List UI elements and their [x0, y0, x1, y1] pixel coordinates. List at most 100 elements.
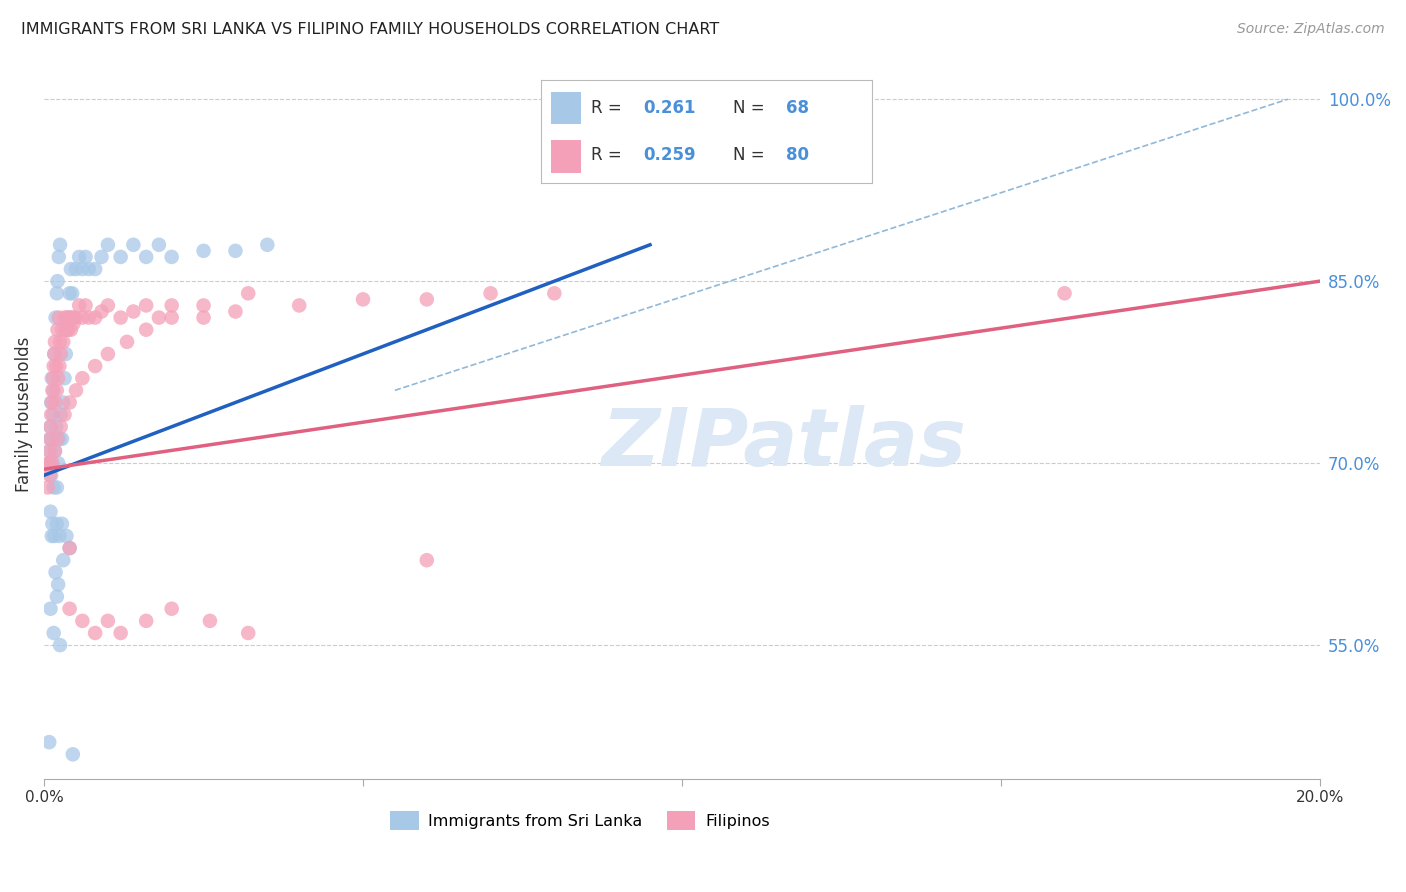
Point	[110, 626, 132, 640]
Point	[55, 529, 77, 543]
Point	[41, 456, 63, 470]
Point	[41, 529, 63, 543]
Point	[65, 262, 87, 277]
Text: 68: 68	[786, 99, 808, 117]
Point	[44, 334, 66, 349]
Point	[42, 384, 65, 398]
Point	[59, 541, 82, 555]
Point	[42, 359, 65, 373]
Point	[45, 359, 67, 373]
Point	[110, 250, 132, 264]
Point	[59, 395, 82, 409]
Point	[51, 516, 73, 531]
Point	[67, 250, 90, 264]
Point	[42, 371, 65, 385]
Point	[52, 553, 75, 567]
Point	[41, 395, 63, 409]
Point	[42, 480, 65, 494]
Point	[72, 614, 94, 628]
Point	[62, 747, 84, 762]
Point	[72, 262, 94, 277]
Point	[38, 444, 60, 458]
Point	[39, 395, 62, 409]
Point	[48, 432, 70, 446]
Text: 80: 80	[786, 146, 808, 164]
Point	[416, 293, 439, 307]
Point	[38, 456, 60, 470]
Point	[122, 304, 145, 318]
Text: Source: ZipAtlas.com: Source: ZipAtlas.com	[1237, 22, 1385, 37]
Point	[46, 456, 69, 470]
Point	[77, 310, 100, 325]
Point	[38, 456, 60, 470]
Point	[49, 419, 72, 434]
Text: 0.259: 0.259	[644, 146, 696, 164]
Text: N =: N =	[733, 146, 770, 164]
Point	[38, 735, 60, 749]
Point	[135, 298, 157, 312]
Point	[224, 244, 246, 258]
Point	[72, 310, 94, 325]
Point	[52, 334, 75, 349]
Point	[38, 456, 60, 470]
Point	[48, 250, 70, 264]
Point	[48, 529, 70, 543]
Point	[62, 310, 84, 325]
Point	[48, 359, 70, 373]
Point	[49, 237, 72, 252]
Text: R =: R =	[591, 99, 627, 117]
Point	[46, 323, 69, 337]
Point	[53, 408, 76, 422]
Point	[352, 293, 374, 307]
Point	[135, 614, 157, 628]
Point	[49, 347, 72, 361]
Point	[45, 286, 67, 301]
Point	[60, 310, 83, 325]
Point	[52, 395, 75, 409]
Point	[37, 480, 59, 494]
Point	[59, 601, 82, 615]
Point	[59, 541, 82, 555]
Point	[44, 529, 66, 543]
Point	[45, 419, 67, 434]
Point	[55, 323, 77, 337]
Point	[59, 323, 82, 337]
Point	[97, 347, 120, 361]
Point	[46, 432, 69, 446]
Point	[42, 626, 65, 640]
Point	[49, 334, 72, 349]
Point	[97, 614, 120, 628]
Text: ZIPatlas: ZIPatlas	[602, 405, 966, 483]
Point	[67, 298, 90, 312]
Point	[39, 419, 62, 434]
Point	[51, 323, 73, 337]
Bar	[551, 92, 581, 124]
Point	[44, 347, 66, 361]
Point	[44, 444, 66, 458]
Point	[48, 310, 70, 325]
Point	[543, 286, 565, 301]
Point	[1053, 286, 1076, 301]
Point	[90, 250, 112, 264]
Y-axis label: Family Households: Family Households	[15, 337, 32, 492]
Point	[46, 577, 69, 591]
Point	[45, 516, 67, 531]
Point	[479, 286, 502, 301]
Point	[42, 408, 65, 422]
Point	[39, 468, 62, 483]
Point	[160, 601, 183, 615]
Text: R =: R =	[591, 146, 627, 164]
Point	[198, 614, 221, 628]
Point	[65, 384, 87, 398]
Point	[49, 638, 72, 652]
Point	[38, 432, 60, 446]
Bar	[551, 140, 581, 173]
Point	[39, 419, 62, 434]
Point	[38, 468, 60, 483]
Point	[45, 310, 67, 325]
Point	[60, 286, 83, 301]
Point	[59, 286, 82, 301]
Point	[160, 310, 183, 325]
Point	[44, 444, 66, 458]
Point	[58, 310, 80, 325]
